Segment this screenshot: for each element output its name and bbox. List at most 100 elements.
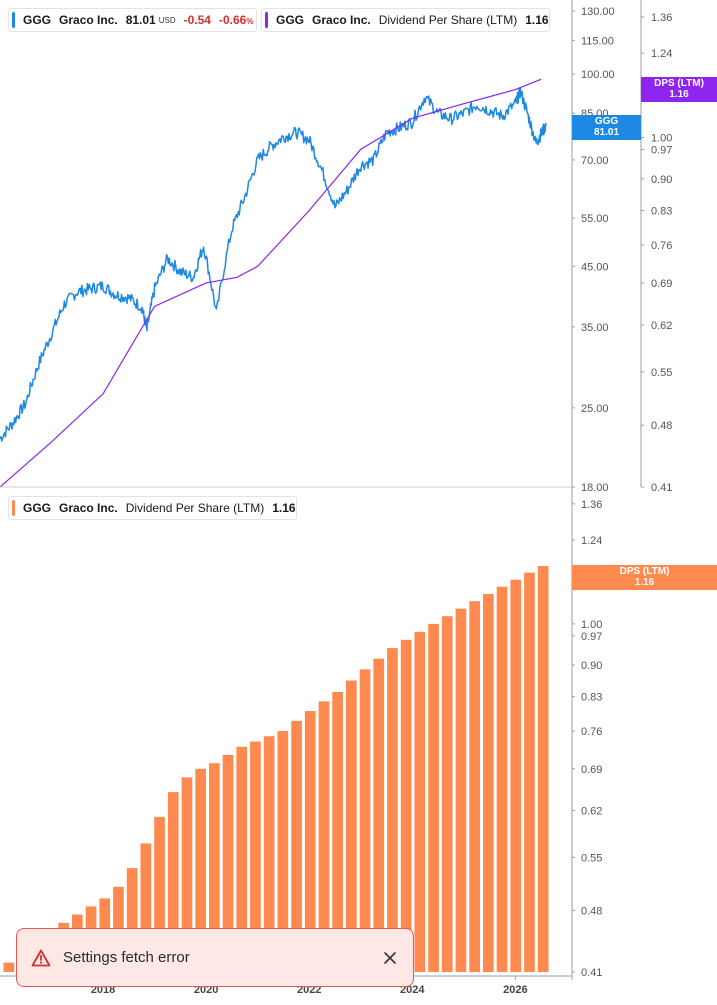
dps-axis-top-label: 0.41	[651, 482, 672, 494]
dps-axis-top-label: 0.97	[651, 144, 672, 156]
top-price-chart	[0, 78, 548, 488]
dps-bar	[304, 711, 316, 972]
dps-axis-bottom-label: 0.90	[581, 660, 602, 672]
dps-bar	[483, 593, 494, 972]
dps-bar	[250, 741, 261, 972]
dps-legend-bottom-value: 1.16	[272, 501, 296, 515]
dps-legend-bottom-metric: Dividend Per Share (LTM)	[125, 501, 265, 515]
error-toast: Settings fetch error	[16, 928, 414, 987]
dps-axis-bottom-label: 0.76	[581, 726, 602, 738]
x-axis-label: 2022	[297, 984, 321, 996]
price-axis-label: 18.00	[581, 482, 609, 494]
price-legend-value: 81.01	[125, 13, 156, 27]
price-legend-ticker: GGG	[23, 13, 52, 27]
dps-axis-bottom-label: 1.00	[581, 619, 602, 631]
dps-bar	[3, 962, 15, 972]
dps-legend-top-ticker: GGG	[276, 13, 305, 27]
dps-legend-top-value: 1.16	[525, 13, 549, 27]
dps-tag-top: DPS (LTM) 1.16	[641, 77, 717, 102]
dps-axis-bottom-label: 0.97	[581, 631, 602, 643]
dps-legend-bottom-ticker: GGG	[23, 501, 52, 515]
price-line	[0, 87, 548, 442]
dps-axis-top-label: 1.36	[651, 12, 672, 24]
dps-axis-top-label: 0.55	[651, 367, 672, 379]
dps-bar	[236, 746, 248, 972]
dps-bar	[222, 754, 234, 972]
dps-axis-bottom-label: 0.41	[581, 967, 602, 979]
dps-axis-bottom-label: 0.83	[581, 692, 602, 704]
price-axis-label: 55.00	[581, 213, 609, 225]
dps-bar	[414, 631, 426, 972]
warning-triangle-icon	[31, 949, 51, 967]
price-tag: GGG 81.01	[572, 115, 641, 140]
dps-tag-bottom-value: 1.16	[634, 577, 655, 588]
dps-axis-bottom-label: 1.36	[581, 499, 602, 511]
dps-axis-bottom-label: 1.24	[581, 535, 602, 547]
dps-bar	[428, 623, 439, 972]
x-axis-label: 2024	[400, 984, 425, 996]
dps-legend-top-swatch	[265, 12, 268, 28]
price-legend-company: Graco Inc.	[59, 13, 118, 27]
dps-bar	[346, 680, 357, 972]
price-legend-change-pct: -0.66%	[218, 13, 254, 27]
bottom-dps-chart	[3, 566, 549, 972]
dps-bar	[524, 572, 535, 972]
dps-bar	[126, 868, 138, 972]
dps-legend-bottom[interactable]: GGG Graco Inc. Dividend Per Share (LTM) …	[8, 496, 297, 520]
dps-axis-top-label: 0.62	[651, 320, 672, 332]
dps-axis-top-label: 0.69	[651, 278, 672, 290]
dps-tag-top-value: 1.16	[669, 89, 689, 100]
dps-axis-bottom-label: 0.69	[581, 764, 602, 776]
price-legend[interactable]: GGG Graco Inc. 81.01 USD -0.54 -0.66%	[8, 8, 257, 32]
dps-bar	[537, 566, 549, 972]
dps-bar	[140, 843, 152, 972]
dps-bar	[387, 648, 398, 972]
toast-message: Settings fetch error	[63, 949, 190, 966]
dps-bar	[359, 669, 371, 972]
dps-axis-bottom-label: 0.55	[581, 852, 602, 864]
dps-axis-top-label: 1.24	[651, 48, 672, 60]
dps-bar	[318, 701, 330, 972]
dps-line	[0, 78, 542, 488]
x-axis-label: 2018	[91, 984, 115, 996]
dps-bar	[263, 736, 275, 972]
x-axis-label: 2026	[503, 984, 527, 996]
dps-axis-bottom: 0.41 0.48 0.55 0.62 0.69 0.76 0.83 0.90 0.971.00…	[572, 499, 602, 979]
dps-bar	[195, 768, 206, 972]
dps-legend-top-company: Graco Inc.	[312, 13, 371, 27]
price-axis: 18.0025.0035.0045.0055.0070.0085.00100.0…	[572, 6, 615, 494]
dps-bar	[373, 658, 385, 972]
dps-legend-bottom-company: Graco Inc.	[59, 501, 118, 515]
x-axis-label: 2020	[194, 984, 218, 996]
price-axis-label: 45.00	[581, 261, 609, 273]
price-legend-swatch	[12, 12, 15, 28]
dps-bar	[181, 777, 193, 972]
dps-bar	[496, 586, 508, 972]
dps-bar	[154, 816, 165, 972]
price-tag-value: 81.01	[593, 127, 620, 138]
dps-bar	[441, 616, 453, 972]
close-icon[interactable]	[379, 947, 401, 969]
dps-bar	[400, 639, 412, 972]
dps-bar	[167, 792, 179, 972]
price-legend-currency: USD	[158, 15, 176, 25]
price-axis-label: 115.00	[581, 35, 614, 47]
dps-bar	[291, 720, 302, 972]
dps-bar	[455, 608, 467, 972]
price-axis-label: 130.00	[581, 6, 615, 18]
dps-bar	[510, 579, 522, 972]
dps-tag-top-label: DPS (LTM)	[654, 78, 704, 89]
price-axis-label: 35.00	[581, 322, 609, 334]
dps-axis-top-label: 0.48	[651, 420, 672, 432]
dps-legend-top[interactable]: GGG Graco Inc. Dividend Per Share (LTM) …	[261, 8, 550, 32]
dps-axis-top-label: 1.00	[651, 132, 672, 144]
dps-axis-top-label: 0.83	[651, 206, 672, 218]
price-legend-change: -0.54	[183, 13, 211, 27]
price-axis-label: 100.00	[581, 69, 615, 81]
price-tag-label: GGG	[594, 116, 619, 127]
dps-bar	[469, 601, 480, 972]
dps-tag-bottom: DPS (LTM) 1.16	[572, 565, 717, 590]
dps-legend-top-metric: Dividend Per Share (LTM)	[378, 13, 518, 27]
dps-bar	[209, 763, 220, 972]
